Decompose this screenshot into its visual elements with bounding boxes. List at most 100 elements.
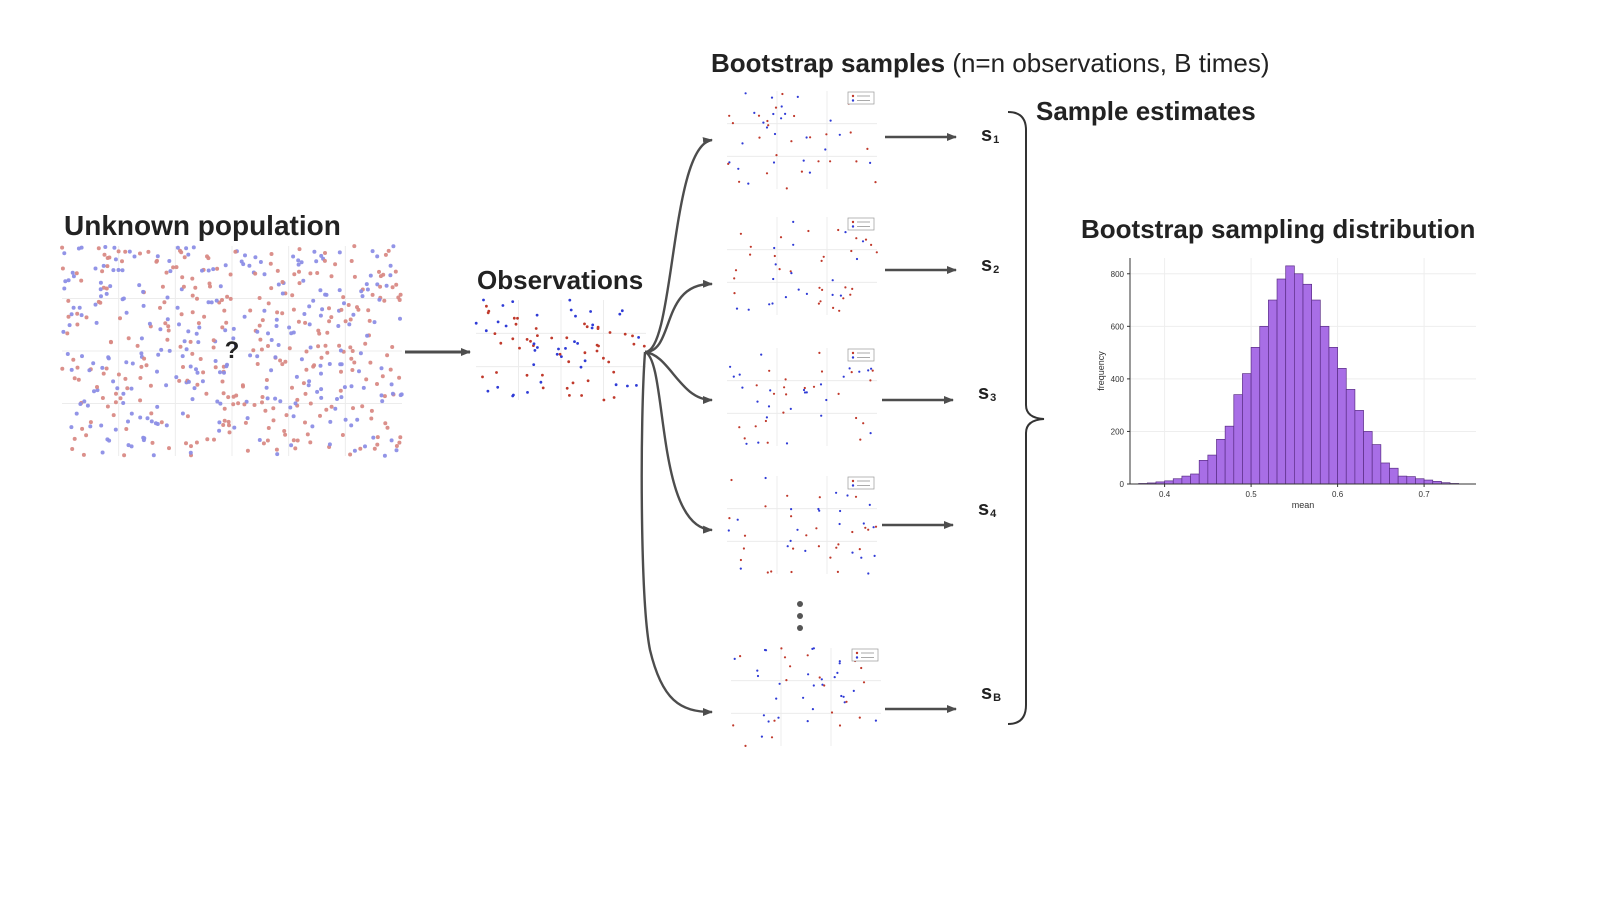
scatter-point — [852, 689, 855, 693]
branch-arrow-4 — [644, 350, 713, 534]
hist-y-tick-label: 800 — [1111, 270, 1125, 279]
scatter-point — [790, 515, 793, 518]
scatter-point — [108, 339, 113, 344]
scatter-point — [741, 386, 744, 389]
scatter-point — [770, 96, 774, 99]
scatter-point — [193, 285, 198, 290]
scatter-point — [233, 249, 238, 254]
scatter-point — [139, 336, 144, 341]
scatter-point — [745, 442, 748, 445]
scatter-point — [807, 673, 810, 676]
scatter-point — [389, 438, 394, 443]
scatter-point — [65, 331, 70, 336]
scatter-point — [352, 274, 357, 279]
scatter-point — [190, 397, 195, 402]
histogram-bar — [1293, 273, 1304, 485]
scatter-point — [114, 391, 118, 396]
scatter-point — [618, 312, 622, 316]
scatter-point — [772, 392, 776, 395]
scatter-point — [190, 293, 195, 298]
scatter-point — [390, 391, 395, 396]
histogram-bar — [1242, 373, 1252, 485]
scatter-point — [297, 269, 301, 274]
scatter-point — [829, 556, 832, 559]
scatter-point — [65, 352, 70, 356]
scatter-point — [735, 307, 739, 310]
scatter-point — [265, 438, 270, 443]
scatter-point — [264, 378, 269, 382]
scatter-point — [155, 254, 160, 259]
scatter-point — [379, 366, 384, 371]
scatter-point — [738, 426, 741, 429]
scatter-point — [84, 433, 89, 438]
scatter-point — [805, 534, 808, 537]
scatter-point — [297, 281, 302, 286]
scatter-point — [303, 320, 308, 325]
hist-y-tick-label: 200 — [1111, 427, 1125, 436]
scatter-point — [596, 325, 600, 329]
scatter-point — [220, 325, 225, 330]
scatter-point — [335, 397, 339, 401]
scatter-point — [244, 399, 249, 404]
scatter-point — [69, 367, 74, 372]
scatter-point — [328, 419, 333, 424]
scatter-point — [113, 400, 118, 405]
scatter-point — [838, 662, 841, 665]
scatter-point — [257, 323, 262, 328]
scatter-point — [129, 386, 134, 391]
histogram-bar — [1302, 283, 1312, 485]
scatter-point — [772, 277, 775, 281]
scatter-point — [175, 245, 180, 250]
scatter-point — [319, 387, 324, 392]
scatter-point — [184, 246, 189, 251]
scatter-point — [340, 433, 345, 437]
scatter-point — [783, 656, 787, 659]
scatter-point — [743, 534, 747, 537]
scatter-point — [388, 273, 393, 278]
scatter-point — [504, 324, 508, 328]
scatter-point — [727, 162, 730, 165]
scatter-point — [290, 293, 295, 298]
scatter-point — [338, 388, 343, 393]
scatter-point — [188, 364, 193, 369]
scatter-point — [233, 344, 238, 348]
bootstrap-sample-panels — [727, 91, 881, 748]
scatter-point — [318, 413, 322, 418]
histogram-bar — [1354, 410, 1364, 485]
scatter-point — [316, 328, 321, 333]
scatter-point — [842, 695, 845, 698]
scatter-point — [79, 245, 84, 250]
scatter-point — [754, 425, 757, 428]
scatter-point — [820, 370, 824, 373]
scatter-point — [565, 336, 569, 340]
scatter-point — [338, 348, 343, 353]
branch-arrow-2 — [644, 279, 713, 354]
observations-title: Observations — [477, 265, 644, 295]
scatter-point — [70, 447, 75, 451]
scatter-point — [66, 298, 71, 303]
scatter-point — [744, 92, 747, 95]
hist-x-tick-label: 0.6 — [1332, 490, 1344, 499]
scatter-point — [512, 393, 515, 397]
scatter-point — [147, 321, 152, 326]
scatter-point — [807, 229, 810, 233]
scatter-point — [100, 365, 105, 370]
scatter-point — [516, 316, 519, 320]
scatter-point — [167, 348, 172, 353]
scatter-point — [98, 287, 103, 292]
scatter-point — [382, 394, 387, 399]
scatter-point — [276, 282, 281, 287]
scatter-point — [214, 298, 219, 303]
scatter-point — [727, 529, 730, 532]
scatter-point — [141, 289, 146, 294]
scatter-point — [111, 413, 116, 418]
scatter-point — [275, 452, 280, 457]
histogram-bar — [1250, 347, 1261, 485]
scatter-point — [200, 268, 204, 273]
scatter-point — [274, 317, 279, 322]
scatter-point — [382, 298, 387, 303]
scatter-point — [360, 294, 365, 299]
scatter-point — [180, 275, 185, 280]
scatter-point — [817, 507, 820, 511]
scatter-point — [773, 246, 776, 250]
